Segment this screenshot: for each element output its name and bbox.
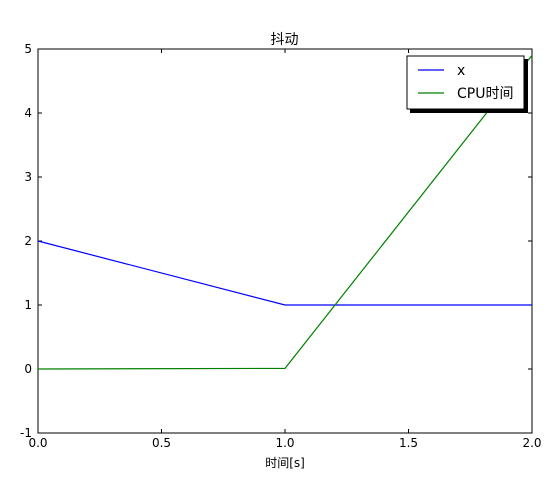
x-tick-label: 2.0 <box>522 436 541 450</box>
series-line-cpu-time <box>37 55 533 370</box>
x-tick-label: 0.0 <box>28 436 47 450</box>
tick-labels: 0.0 0.5 1.0 1.5 2.0 -1 0 1 2 3 4 5 <box>20 42 542 450</box>
chart-title: 抖动 <box>271 32 299 48</box>
y-tick-label: 4 <box>24 106 32 120</box>
y-tick-label: -1 <box>20 426 32 440</box>
y-tick-label: 1 <box>24 298 32 312</box>
x-tick-label: 1.5 <box>399 436 418 450</box>
series-line-x <box>37 240 532 306</box>
x-axis-label: 时间[s] <box>265 456 305 470</box>
y-tick-label: 2 <box>24 234 32 248</box>
legend-label-cpu-time: CPU时间 <box>457 86 513 102</box>
y-tick-label: 5 <box>24 42 32 56</box>
legend-label-x: x <box>457 63 465 79</box>
legend: x CPU时间 <box>406 55 528 113</box>
y-tick-label: 3 <box>24 170 32 184</box>
series-lines <box>37 55 533 370</box>
legend-box <box>406 55 525 110</box>
x-tick-label: 0.5 <box>152 436 171 450</box>
x-tick-label: 1.0 <box>275 436 294 450</box>
y-tick-label: 0 <box>24 362 32 376</box>
tick-marks <box>37 48 533 434</box>
